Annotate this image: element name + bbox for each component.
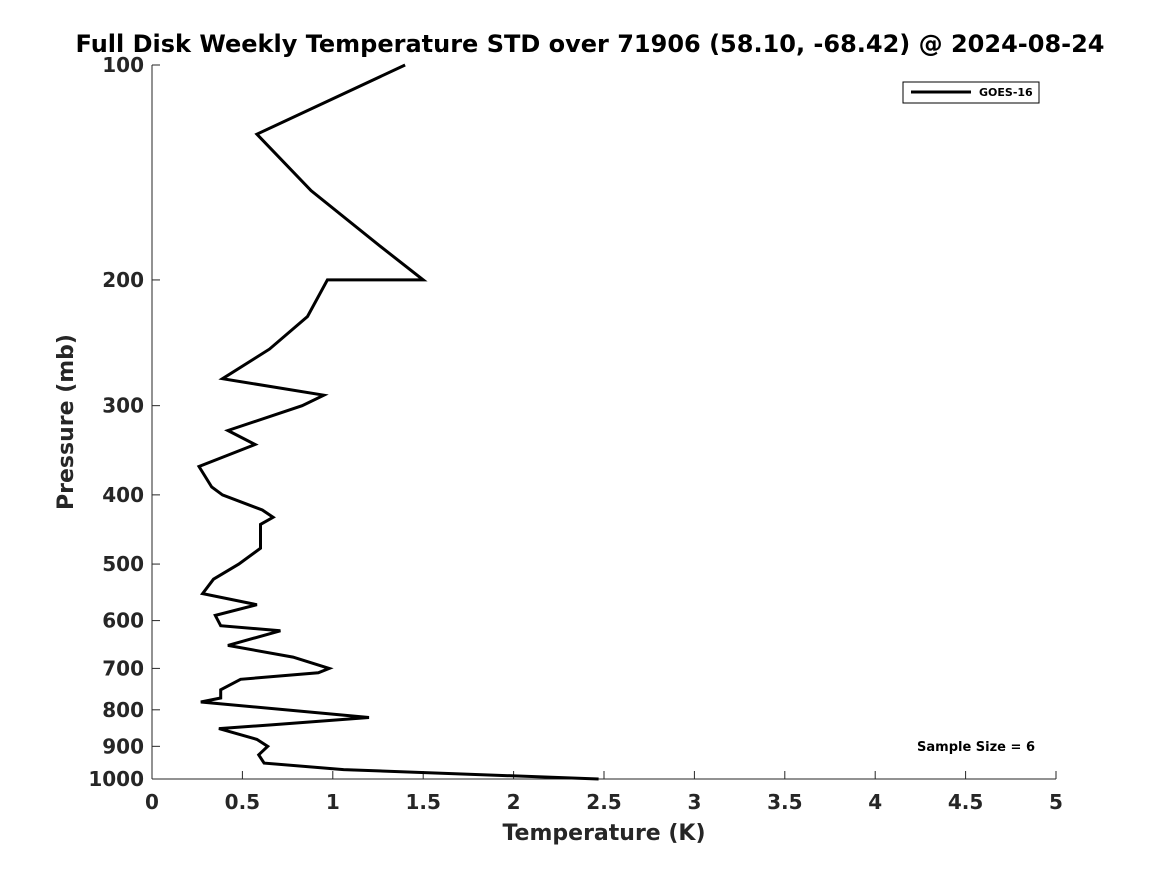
- legend-label: GOES-16: [979, 86, 1033, 99]
- y-tick-label: 600: [102, 609, 144, 633]
- x-tick-label: 0.5: [225, 790, 260, 814]
- x-axis-label: Temperature (K): [502, 821, 705, 846]
- x-tick-label: 3: [687, 790, 701, 814]
- x-tick-label: 5: [1049, 790, 1063, 814]
- x-tick-label: 0: [145, 790, 159, 814]
- x-tick-label: 2: [507, 790, 521, 814]
- chart-title: Full Disk Weekly Temperature STD over 71…: [76, 30, 1105, 58]
- series-layer: [196, 63, 599, 781]
- y-tick-label: 400: [102, 483, 144, 507]
- y-tick-label: 700: [102, 656, 144, 680]
- ticks: 0 0.5 1 1.5 2 2.5 3 3.5 4 4.5 5 100 200 300 400 500 600 7…: [88, 53, 1063, 814]
- x-tick-label: 1: [326, 790, 340, 814]
- series-line-goes-16: [196, 63, 599, 781]
- y-tick-label: 200: [102, 268, 144, 292]
- x-tick-label: 4.5: [948, 790, 983, 814]
- axes: [151, 65, 1056, 780]
- x-tick-label: 1.5: [405, 790, 440, 814]
- y-tick-label: 300: [102, 394, 144, 418]
- y-tick-label: 500: [102, 552, 144, 576]
- y-axis-label: Pressure (mb): [54, 334, 79, 510]
- y-tick-label: 1000: [88, 767, 144, 791]
- legend: GOES-16: [902, 81, 1040, 104]
- sample-size-annotation: Sample Size = 6: [917, 740, 1035, 755]
- x-tick-label: 4: [868, 790, 882, 814]
- x-tick-label: 2.5: [586, 790, 621, 814]
- y-tick-label: 900: [102, 734, 144, 758]
- y-tick-label: 100: [102, 53, 144, 77]
- x-tick-label: 3.5: [767, 790, 802, 814]
- y-tick-label: 800: [102, 698, 144, 722]
